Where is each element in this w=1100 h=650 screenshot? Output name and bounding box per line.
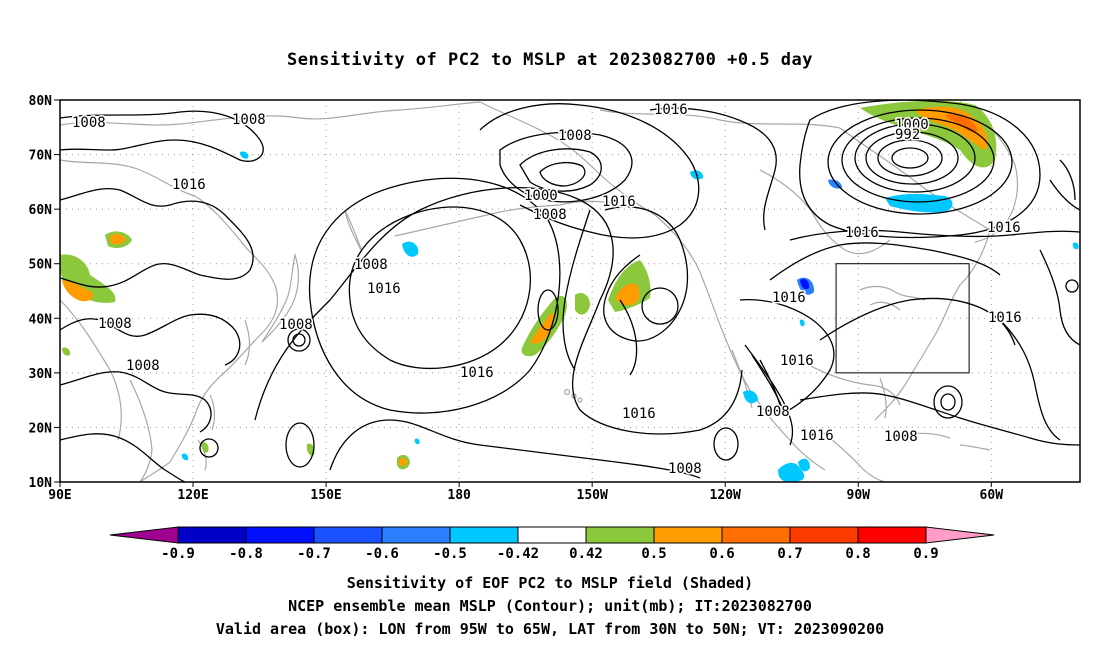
lat-tick-label: 60N [29, 203, 53, 218]
contour-label: 1016 [800, 428, 834, 444]
caption-contour: NCEP ensemble mean MSLP (Contour); unit(… [288, 597, 812, 615]
colorbar-label: 0.42 [569, 546, 603, 562]
lat-tick-label: 50N [29, 258, 53, 273]
contour-label: 1008 [232, 112, 266, 128]
coastlines [59, 101, 1019, 483]
lon-tick-label: 150W [577, 488, 608, 503]
contour-label: 1008 [668, 461, 702, 477]
colorbar-label: -0.7 [297, 546, 331, 562]
colorbar-segment [381, 526, 451, 544]
caption-valid-area: Valid area (box): LON from 95W to 65W, L… [215, 620, 885, 638]
colorbar: -0.9 -0.8 -0.7 -0.6 -0.5 -0.42 0.42 0.5 0.6 0.7 0.… [109, 526, 995, 562]
colorbar-right-arrow [925, 526, 995, 544]
colorbar-segment [789, 526, 859, 544]
mslp-contours [59, 99, 1081, 483]
colorbar-segment [857, 526, 927, 544]
contour-labels: 1008 1008 1016 1008 1008 1008 1008 1008 … [71, 101, 1024, 479]
colorbar-label: 0.6 [709, 546, 734, 562]
colorbar-label: 0.9 [913, 546, 938, 562]
contour-label: 1016 [460, 365, 494, 381]
lon-tick-label: 90W [847, 488, 871, 503]
contour-label: 1016 [780, 353, 814, 369]
plot-area: 1008 1008 1016 1008 1008 1008 1008 1008 … [59, 99, 1081, 483]
colorbar-label: -0.9 [161, 546, 195, 562]
contour-label: 1008 [279, 317, 313, 333]
contour-label: 1016 [772, 290, 806, 306]
colorbar-segment [585, 526, 655, 544]
longitude-labels: 90E 120E 150E 180 150W 120W 90W 60W [48, 482, 1003, 503]
map-title: Sensitivity of PC2 to MSLP at 2023082700… [286, 50, 813, 70]
contour-label: 1008 [884, 429, 918, 445]
contour-label: 1016 [987, 220, 1021, 236]
lon-tick-label: 120E [177, 488, 208, 503]
contour-label: 1008 [354, 257, 388, 273]
lat-tick-label: 70N [29, 149, 53, 164]
colorbar-left-arrow [109, 526, 179, 544]
colorbar-segment [721, 526, 791, 544]
caption-shading: Sensitivity of EOF PC2 to MSLP field (Sh… [346, 574, 754, 592]
gridlines [60, 100, 1080, 482]
lon-tick-label: 60W [980, 488, 1004, 503]
lat-tick-label: 20N [29, 421, 53, 436]
contour-label: 1016 [845, 225, 879, 241]
colorbar-label: -0.42 [497, 546, 539, 562]
colorbar-label: 0.5 [641, 546, 666, 562]
colorbar-label: -0.6 [365, 546, 399, 562]
contour-label: 1008 [756, 404, 790, 420]
contour-label: 1008 [72, 115, 106, 131]
contour-label: 1016 [988, 310, 1022, 326]
plot-frame [59, 99, 1081, 483]
colorbar-label: 0.8 [845, 546, 870, 562]
contour-label: 1016 [172, 177, 206, 193]
lon-tick-label: 150E [310, 488, 341, 503]
contour-label: 1016 [654, 102, 688, 118]
lat-tick-label: 80N [29, 94, 53, 109]
colorbar-label: -0.5 [433, 546, 467, 562]
lat-tick-label: 40N [29, 312, 53, 327]
lat-tick-label: 30N [29, 367, 53, 382]
contour-label: 1008 [98, 316, 132, 332]
contour-label: 1008 [126, 358, 160, 374]
contour-label: 1008 [533, 207, 567, 223]
colorbar-segment [517, 526, 587, 544]
contour-label: 1000 [524, 188, 558, 204]
lon-tick-label: 180 [447, 488, 471, 503]
lat-tick-label: 10N [29, 476, 53, 491]
colorbar-segment [245, 526, 315, 544]
colorbar-segment [653, 526, 723, 544]
contour-label: 1008 [558, 128, 592, 144]
contour-label: 1000 [895, 117, 929, 133]
contour-label: 992 [895, 127, 920, 143]
colorbar-segment [313, 526, 383, 544]
contour-label: 1016 [367, 281, 401, 297]
colorbar-label: -0.8 [229, 546, 263, 562]
colorbar-segment [449, 526, 519, 544]
colorbar-segment [177, 526, 247, 544]
valid-area-box [835, 263, 970, 374]
contour-label: 1016 [622, 406, 656, 422]
latitude-labels: 80N 70N 60N 50N 40N 30N 20N 10N [29, 94, 60, 491]
lon-tick-label: 90E [48, 488, 71, 503]
colorbar-label: 0.7 [777, 546, 802, 562]
contour-label: 1016 [602, 194, 636, 210]
lon-tick-label: 120W [710, 488, 741, 503]
